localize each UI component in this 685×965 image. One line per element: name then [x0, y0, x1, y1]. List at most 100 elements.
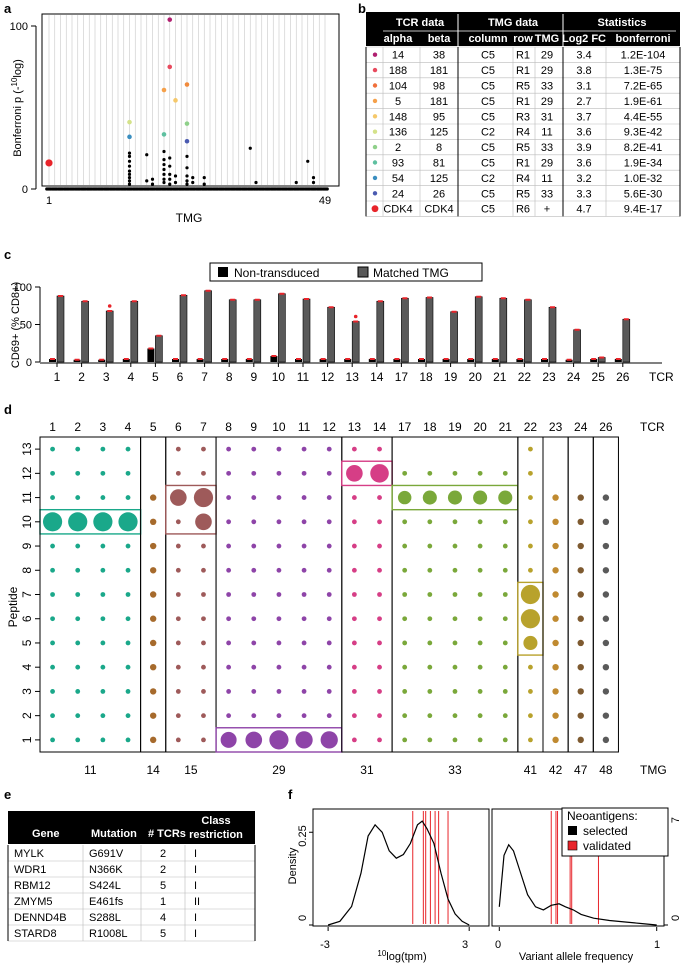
point — [162, 177, 166, 181]
peptide-dot — [170, 489, 187, 506]
table-b-cell: C5 — [481, 50, 495, 62]
row-color-dot — [372, 144, 378, 150]
table-b-header: bonferroni — [616, 33, 671, 45]
peptide-dot — [377, 737, 382, 743]
bar-matched-tmg — [474, 296, 483, 363]
table-b-cell: 98 — [433, 81, 445, 93]
xtick-label: 7 — [201, 370, 208, 384]
peptide-dot — [528, 543, 533, 549]
peptide-dot — [175, 737, 181, 743]
peptide-dot — [502, 713, 508, 719]
peptide-dot — [447, 490, 463, 505]
peptide-dot — [477, 567, 483, 573]
peptide-dot — [100, 567, 106, 573]
peptide-dot — [50, 592, 55, 597]
point — [191, 175, 195, 180]
peptide-dot — [351, 713, 357, 719]
panel-c-axis-end-label: TCR — [649, 370, 674, 384]
highlight-point — [127, 134, 132, 140]
tcr-label: 11 — [298, 420, 311, 434]
tmg-label: 42 — [549, 763, 563, 777]
bar-matched-tmg — [130, 300, 139, 363]
peptide-dot — [149, 494, 157, 501]
peptide-dot — [370, 464, 389, 483]
panel-a-ytick-0: 0 — [22, 184, 28, 196]
peptide-dot — [502, 664, 508, 670]
point — [202, 182, 206, 186]
peptide-dot — [125, 592, 131, 597]
peptide-dot — [552, 567, 559, 574]
table-b-cell: 26 — [433, 188, 445, 200]
peptide-dot — [251, 495, 257, 500]
table-e-header-bg — [8, 811, 255, 844]
peptide-dot — [149, 712, 157, 719]
peptide-label: 1 — [20, 736, 34, 743]
bar-non-transduced — [49, 359, 56, 362]
peptide-dot — [149, 518, 157, 526]
table-b-cell: 3.7 — [576, 111, 591, 123]
peptide-dot — [276, 664, 282, 670]
peptide-dot — [452, 713, 458, 719]
panel-c-xlabels: 1 2 3 4 5 6 7 8 9 10 11 12 13 14 17 18 19 20 21 22 23 24 25 26 — [54, 363, 630, 384]
table-b-header: Log2 FC — [562, 33, 606, 45]
panel-a-ylabel: Bonferroni p (-10log) — [10, 59, 24, 157]
peptide-dot — [351, 519, 357, 525]
tmg-label: 14 — [146, 763, 160, 777]
peptide-dot — [346, 465, 363, 482]
point — [173, 174, 178, 178]
highlight-point — [161, 132, 167, 137]
table-b-group-tcr: TCR data — [396, 17, 445, 29]
point — [162, 162, 166, 167]
peptide-dot — [276, 495, 282, 500]
peptide-dot — [351, 592, 357, 597]
peptide-dot — [577, 567, 584, 574]
bar-non-transduced — [516, 359, 524, 362]
table-b-cell: 3.6 — [576, 158, 591, 170]
peptide-dot — [50, 640, 55, 646]
peptide-dot — [251, 567, 257, 573]
highlight-point — [184, 82, 190, 87]
peptide-dot — [377, 519, 382, 525]
significance-dot — [353, 314, 358, 319]
highlight-point — [184, 121, 190, 126]
peptide-dot — [50, 567, 55, 573]
bar-matched-tmg — [573, 329, 581, 363]
highlight-point — [167, 17, 173, 22]
peptide-dot — [175, 470, 181, 476]
peptide-dot — [477, 616, 483, 622]
peptide-dot — [528, 713, 533, 719]
tmg-label: 48 — [599, 763, 613, 777]
peptide-dot — [193, 487, 214, 508]
peptide-dot — [149, 542, 157, 550]
table-b-cell: 1.2E-104 — [621, 50, 666, 62]
row-color-dot — [372, 160, 378, 165]
peptide-dot — [100, 592, 106, 597]
xtick-label: 22 — [518, 370, 532, 384]
table-e-header-tcrs: # TCRs — [148, 828, 186, 840]
peptide-dot — [452, 616, 458, 622]
peptide-dot — [251, 592, 257, 597]
peptide-dot — [502, 567, 508, 573]
xtick-label: 11 — [297, 370, 310, 384]
peptide-dot — [427, 567, 433, 573]
tcr-label: 13 — [348, 420, 362, 434]
panel-f-ytick-0: 0 — [297, 915, 309, 921]
row-color-dot — [372, 98, 378, 104]
panel-c-legend: Non-transduced Matched TMG — [209, 262, 483, 282]
peptide-dot — [552, 494, 559, 501]
point — [127, 159, 132, 163]
peptide-dot — [528, 495, 533, 500]
table-b-cell: 1.0E-32 — [624, 173, 663, 185]
peptide-dot — [149, 663, 157, 671]
peptide-dot — [477, 640, 483, 646]
peptide-dot — [301, 664, 307, 670]
peptide-dot — [75, 737, 81, 743]
table-b-cell: 1.3E-75 — [624, 65, 663, 77]
xtick-label: 24 — [567, 370, 581, 384]
table-b-header-bg — [366, 12, 680, 46]
tcr-label: 21 — [499, 420, 513, 434]
bar-non-transduced — [172, 359, 179, 362]
table-b-group-stats: Statistics — [598, 17, 647, 29]
bar-matched-tmg — [376, 300, 385, 363]
